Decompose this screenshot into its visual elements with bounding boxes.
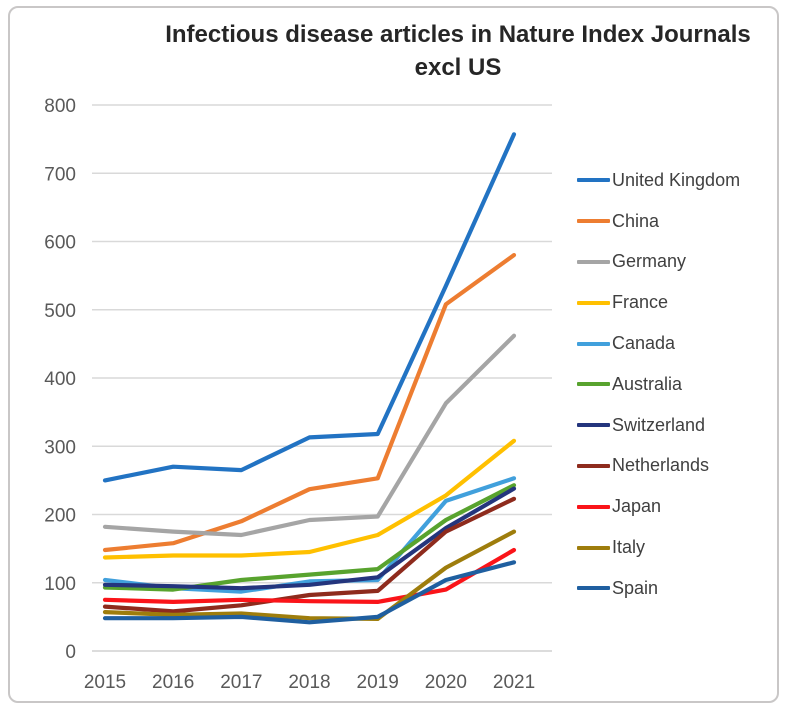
chart-title-line-1: Infectious disease articles in Nature In… [165, 21, 751, 48]
legend-item-netherlands: Netherlands [577, 446, 777, 487]
legend-item-canada: Canada [577, 323, 777, 364]
x-tick-label-2020: 2020 [425, 672, 467, 693]
legend-label-spain: Spain [612, 577, 659, 598]
legend-swatch-switzerland [577, 423, 610, 428]
series-line-france [102, 438, 517, 560]
legend-item-japan: Japan [577, 486, 777, 527]
legend-item-france: France [577, 282, 777, 323]
x-tick-label-2016: 2016 [152, 672, 194, 693]
legend-item-china: China [577, 201, 777, 242]
legend-swatch-france [577, 300, 610, 305]
legend-label-germany: Germany [612, 251, 687, 272]
y-tick-label-500: 500 [44, 301, 76, 322]
legend-item-australia: Australia [577, 364, 777, 405]
legend-swatch-netherlands [577, 463, 610, 468]
legend-label-china: China [612, 210, 660, 231]
y-tick-label-800: 800 [44, 96, 76, 117]
legend-label-italy: Italy [612, 537, 646, 558]
legend-swatch-japan [577, 504, 610, 509]
x-tick-label-2018: 2018 [288, 672, 330, 693]
series-line-italy [102, 529, 517, 622]
legend-label-switzerland: Switzerland [612, 414, 706, 435]
legend-label-united-kingdom: United Kingdom [612, 169, 741, 190]
series-line-japan [102, 547, 517, 605]
y-tick-label-200: 200 [44, 506, 76, 527]
chart-title: Infectious disease articles in Nature In… [130, 18, 786, 84]
legend-swatch-italy [577, 545, 610, 550]
y-tick-label-700: 700 [44, 164, 76, 185]
legend-label-australia: Australia [612, 373, 683, 394]
series-line-germany [102, 333, 517, 538]
x-tick-label-2015: 2015 [84, 672, 126, 693]
y-tick-label-400: 400 [44, 369, 76, 390]
legend-item-germany: Germany [577, 242, 777, 283]
series-line-spain [102, 560, 517, 625]
y-tick-label-100: 100 [44, 574, 76, 595]
legend-swatch-united-kingdom [577, 178, 610, 183]
series-line-united-kingdom [102, 132, 517, 483]
legend-swatch-china [577, 219, 610, 224]
legend-swatch-australia [577, 382, 610, 387]
series-line-china [102, 253, 517, 553]
legend: United Kingdom China Germany France Canada Au… [577, 160, 777, 609]
legend-label-canada: Canada [612, 333, 676, 354]
series-line-australia [102, 483, 517, 592]
x-tick-label-2021: 2021 [493, 672, 535, 693]
legend-item-switzerland: Switzerland [577, 405, 777, 446]
x-tick-label-2019: 2019 [357, 672, 399, 693]
series-line-switzerland [102, 486, 517, 591]
legend-label-japan: Japan [612, 496, 662, 517]
legend-item-spain: Spain [577, 568, 777, 609]
legend-swatch-canada [577, 341, 610, 346]
series-line-netherlands [102, 496, 517, 614]
legend-label-france: France [612, 292, 669, 313]
y-tick-label-300: 300 [44, 437, 76, 458]
legend-swatch-germany [577, 259, 610, 264]
y-tick-label-600: 600 [44, 233, 76, 254]
chart-title-line-2: excl US [414, 54, 502, 81]
legend-item-italy: Italy [577, 527, 777, 568]
legend-swatch-spain [577, 586, 610, 591]
x-tick-label-2017: 2017 [220, 672, 262, 693]
legend-label-netherlands: Netherlands [612, 455, 710, 476]
y-tick-label-0: 0 [65, 642, 76, 663]
legend-item-united-kingdom: United Kingdom [577, 160, 777, 201]
